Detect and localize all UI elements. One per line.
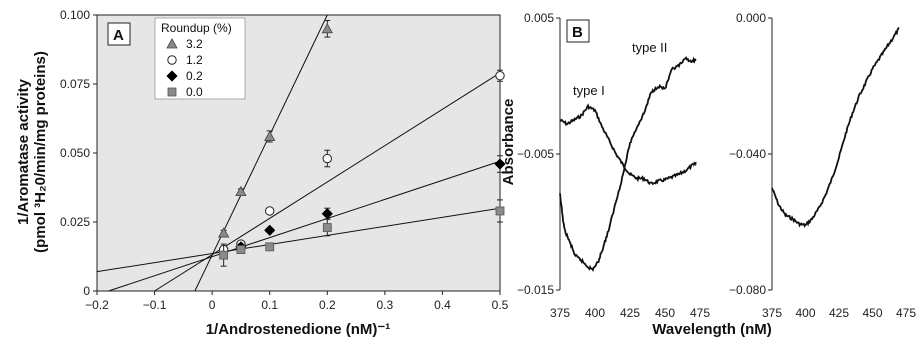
panel-c-y-tick-label: 0.000 — [736, 11, 766, 25]
panel-b-letter: B — [572, 24, 583, 41]
data-point-0.0 — [265, 242, 275, 252]
legend-marker-0.0 — [167, 87, 177, 97]
panel-a-x-tick-label: 0.2 — [319, 298, 336, 312]
panel-a-letter: A — [113, 27, 124, 44]
panel-c-y-tick-label: −0.080 — [729, 283, 766, 297]
legend-marker-1.2 — [167, 55, 177, 65]
panel-a-data-points — [217, 20, 506, 267]
panel-c-x-tick-label: 475 — [896, 306, 916, 320]
fit-line-1.2 — [154, 72, 501, 292]
panel-b-y-tick-label: 0.005 — [524, 11, 554, 25]
legend-title: Roundup (%) — [161, 21, 232, 35]
data-point-3.2 — [235, 185, 247, 197]
panel-a-y-tick-label: 0.025 — [60, 215, 90, 229]
panel-a-y-tick-label: 0.100 — [60, 8, 90, 22]
annotation-type-i: type I — [573, 83, 605, 98]
panel-c-spectrum — [771, 27, 900, 228]
data-point-3.2 — [264, 130, 276, 141]
data-point-0.2 — [264, 224, 276, 236]
data-point-3.2 — [217, 227, 230, 238]
legend-label-3.2: 3.2 — [186, 37, 203, 51]
legend-marker-3.2 — [166, 38, 178, 49]
panel-a-axes: −0.2 −0.1 0 0.1 0.2 0.3 0.4 0.5 0 0.025 0.050 0.075… — [60, 8, 509, 312]
panel-b-axes: −0.015 −0.005 0.005 375 400 425 450 475 — [517, 11, 710, 320]
panel-b-x-tick-label: 425 — [620, 306, 640, 320]
panel-b-letter-box: B — [566, 19, 590, 43]
legend: Roundup (%) 3.2 1.2 0.2 0.0 — [154, 17, 246, 100]
panel-b-spectrum-type-I — [559, 103, 697, 186]
panel-c-spectrum-trace — [771, 27, 900, 228]
data-point-0.0 — [219, 250, 229, 260]
panel-b-y-axis-title: Absorbance — [500, 99, 517, 186]
panel-a-y-axis-title-line1: 1/Aromatase activity — [15, 78, 32, 225]
panel-c-x-tick-label: 425 — [829, 306, 849, 320]
panel-c-x-tick-label: 375 — [762, 306, 782, 320]
panel-b-spectra — [559, 56, 697, 272]
legend-label-1.2: 1.2 — [186, 53, 203, 67]
data-point-0.2 — [321, 208, 333, 220]
data-point-1.2 — [322, 153, 332, 164]
legend-label-0.0: 0.0 — [186, 85, 203, 99]
legend-label-0.2: 0.2 — [186, 69, 203, 83]
legend-marker-0.2 — [166, 70, 178, 82]
panel-a-y-axis-title-line2: (pmol ³H₂0/min/mg proteins) — [32, 51, 49, 253]
panel-c-axes: −0.080 −0.040 0.000 375 400 425 450 475 — [729, 11, 916, 320]
panel-a-y-tick-label: 0.075 — [60, 77, 90, 91]
panel-a-fit-lines — [96, 14, 501, 292]
panel-c: −0.080 −0.040 0.000 375 400 425 450 475 — [729, 11, 916, 320]
data-point-0.2 — [494, 158, 506, 170]
panel-a-x-tick-label: −0.2 — [85, 298, 109, 312]
data-point-1.2 — [495, 71, 505, 81]
annotation-type-ii: type II — [632, 40, 667, 55]
panel-a-x-tick-label: 0.3 — [377, 298, 394, 312]
panel-a: −0.2 −0.1 0 0.1 0.2 0.3 0.4 0.5 0 0.025 0.050 0.075… — [15, 8, 509, 338]
panel-b-spectrum-type-II — [559, 56, 697, 272]
panel-c-y-tick-label: −0.040 — [729, 147, 766, 161]
panel-a-letter-box: A — [107, 22, 131, 46]
panel-b-x-tick-label: 400 — [585, 306, 605, 320]
panel-b-x-tick-label: 375 — [550, 306, 570, 320]
data-point-3.2 — [321, 22, 333, 34]
panel-b-y-tick-label: −0.005 — [517, 147, 554, 161]
panel-a-x-tick-label: 0 — [209, 298, 216, 312]
fit-line-0.2 — [108, 160, 501, 292]
shared-x-axis-title: Wavelength (nM) — [652, 321, 771, 338]
data-point-0.0 — [236, 245, 246, 255]
panel-a-x-tick-label: 0.1 — [261, 298, 278, 312]
fit-line-3.2 — [194, 14, 328, 292]
panel-a-x-tick-label: 0.5 — [492, 298, 509, 312]
panel-b: −0.015 −0.005 0.005 375 400 425 450 475 B type … — [500, 11, 772, 338]
panel-c-x-tick-label: 400 — [795, 306, 815, 320]
panel-a-x-tick-label: 0.4 — [434, 298, 451, 312]
panel-b-y-tick-label: −0.015 — [517, 283, 554, 297]
panel-b-x-tick-label: 475 — [690, 306, 710, 320]
data-point-0.0 — [322, 223, 332, 232]
data-point-0.0 — [495, 206, 505, 216]
panel-a-y-tick-label: 0 — [83, 284, 90, 298]
panel-c-x-tick-label: 450 — [862, 306, 882, 320]
data-point-1.2 — [265, 206, 275, 216]
fit-line-0.0 — [96, 207, 501, 273]
panel-b-x-tick-label: 450 — [655, 306, 675, 320]
panel-a-y-tick-label: 0.050 — [60, 146, 90, 160]
panel-a-x-axis-title: 1/Androstenedione (nM)⁻¹ — [206, 321, 391, 338]
panel-a-x-tick-label: −0.1 — [143, 298, 167, 312]
